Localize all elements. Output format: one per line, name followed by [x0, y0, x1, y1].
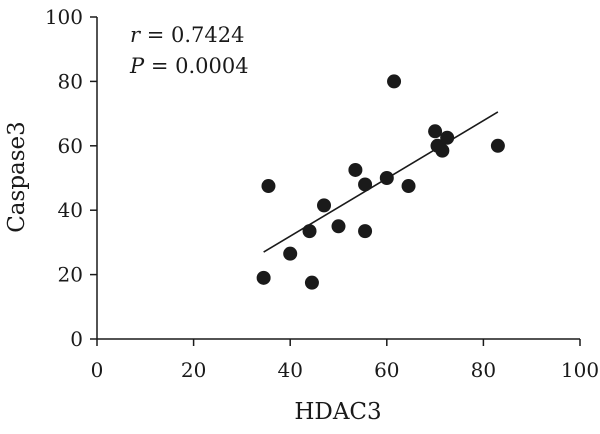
data-point	[387, 74, 402, 89]
data-point	[401, 179, 416, 194]
data-point	[428, 124, 443, 139]
data-point	[348, 162, 363, 177]
y-tick-label: 100	[45, 5, 83, 29]
y-tick-label: 40	[58, 198, 83, 222]
x-tick-label: 40	[277, 358, 302, 382]
data-point	[435, 143, 450, 158]
axes: 0 20 40 60 80 100 0 20 40 60 80 100	[45, 5, 599, 382]
data-point	[283, 246, 298, 261]
y-tick-label: 20	[58, 263, 83, 287]
data-point	[358, 224, 373, 239]
data-point	[440, 130, 455, 145]
x-axis-title: HDAC3	[294, 399, 381, 425]
regression-line-group	[263, 111, 499, 253]
data-points	[256, 74, 505, 290]
y-tick-label: 60	[58, 134, 83, 158]
data-point	[256, 270, 271, 285]
y-tick-label: 80	[58, 69, 83, 93]
x-tick-label: 20	[181, 358, 206, 382]
annotation-r: r = 0.7424	[130, 23, 244, 47]
data-point	[317, 198, 332, 213]
x-tick-label: 80	[471, 358, 496, 382]
y-axis-title: Caspase3	[4, 121, 30, 233]
y-tick-label: 0	[70, 327, 83, 351]
x-tick-label: 0	[91, 358, 104, 382]
annotation-p: P = 0.0004	[129, 54, 249, 78]
data-point	[331, 219, 346, 234]
stat-annotations: r = 0.7424 P = 0.0004	[129, 23, 249, 78]
x-tick-label: 100	[561, 358, 599, 382]
data-point	[261, 179, 276, 194]
data-point	[358, 177, 373, 192]
data-point	[302, 224, 317, 239]
data-point	[379, 171, 394, 185]
data-point	[304, 275, 319, 290]
data-point	[490, 138, 505, 153]
regression-line	[263, 111, 499, 253]
x-tick-label: 60	[374, 358, 399, 382]
